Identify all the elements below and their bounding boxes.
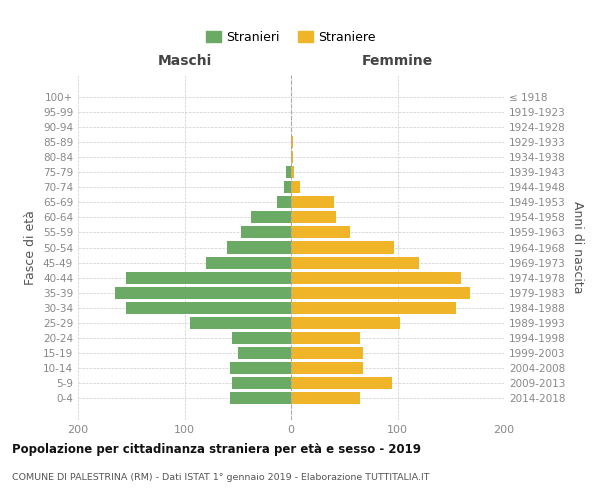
Bar bbox=[291, 226, 350, 238]
Bar bbox=[232, 377, 291, 389]
Text: COMUNE DI PALESTRINA (RM) - Dati ISTAT 1° gennaio 2019 - Elaborazione TUTTITALIA: COMUNE DI PALESTRINA (RM) - Dati ISTAT 1… bbox=[12, 472, 430, 482]
Bar bbox=[232, 332, 291, 344]
Bar bbox=[291, 212, 336, 224]
Bar bbox=[291, 377, 392, 389]
Bar bbox=[291, 256, 419, 268]
Bar bbox=[291, 286, 470, 299]
Bar bbox=[251, 212, 291, 224]
Bar bbox=[291, 136, 293, 148]
Bar bbox=[241, 226, 291, 238]
Bar bbox=[291, 242, 394, 254]
Bar bbox=[291, 347, 364, 359]
Bar bbox=[126, 302, 291, 314]
Bar bbox=[230, 392, 291, 404]
Bar bbox=[291, 272, 461, 283]
Bar bbox=[291, 332, 360, 344]
Bar bbox=[291, 166, 294, 178]
Bar bbox=[115, 286, 291, 299]
Bar bbox=[230, 362, 291, 374]
Bar bbox=[238, 347, 291, 359]
Bar bbox=[190, 317, 291, 329]
Bar bbox=[291, 317, 400, 329]
Bar bbox=[291, 196, 334, 208]
Text: Maschi: Maschi bbox=[157, 54, 212, 68]
Text: Femmine: Femmine bbox=[362, 54, 433, 68]
Bar bbox=[126, 272, 291, 283]
Bar bbox=[277, 196, 291, 208]
Bar bbox=[227, 242, 291, 254]
Bar bbox=[206, 256, 291, 268]
Bar bbox=[291, 392, 360, 404]
Text: Popolazione per cittadinanza straniera per età e sesso - 2019: Popolazione per cittadinanza straniera p… bbox=[12, 442, 421, 456]
Bar bbox=[284, 181, 291, 193]
Y-axis label: Fasce di età: Fasce di età bbox=[25, 210, 37, 285]
Bar bbox=[291, 362, 364, 374]
Bar bbox=[286, 166, 291, 178]
Bar bbox=[291, 181, 299, 193]
Bar bbox=[291, 151, 293, 163]
Bar bbox=[291, 302, 456, 314]
Legend: Stranieri, Straniere: Stranieri, Straniere bbox=[201, 26, 381, 49]
Y-axis label: Anni di nascita: Anni di nascita bbox=[571, 201, 584, 294]
